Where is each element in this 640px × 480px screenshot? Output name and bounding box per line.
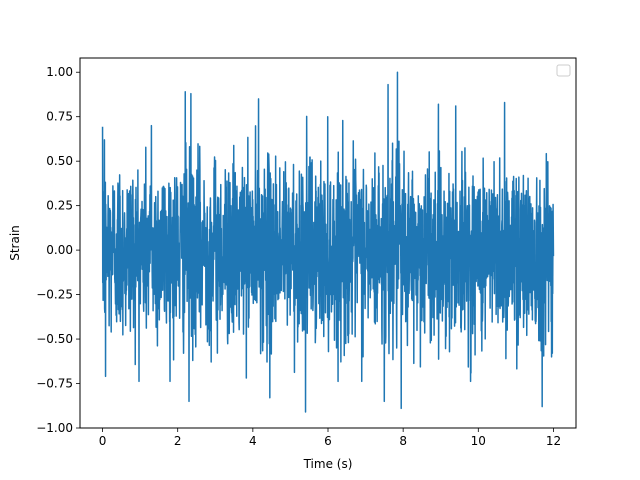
x-tick-label: 12 [546, 434, 561, 448]
y-tick-label: 0.75 [46, 110, 73, 124]
x-axis: 0 2 4 6 8 10 12 [99, 428, 561, 448]
y-tick-label: 1.00 [46, 65, 73, 79]
y-tick-label: −0.75 [36, 377, 73, 391]
strain-series-line [101, 71, 555, 413]
y-axis: −1.00 −0.75 −0.50 −0.25 0.00 0.25 0.50 0.75 1.00 [36, 65, 80, 435]
legend-box[interactable] [556, 64, 571, 77]
x-tick-label: 6 [324, 434, 332, 448]
x-tick-label: 2 [174, 434, 182, 448]
x-tick-label: 0 [99, 434, 107, 448]
x-tick-label: 8 [399, 434, 407, 448]
y-axis-label: Strain [8, 225, 22, 261]
x-tick-label: 4 [249, 434, 257, 448]
y-tick-label: −0.25 [36, 288, 73, 302]
y-tick-label: 0.50 [46, 154, 73, 168]
y-tick-label: −0.50 [36, 332, 73, 346]
y-tick-label: −1.00 [36, 421, 73, 435]
x-axis-label: Time (s) [303, 457, 353, 471]
x-tick-label: 10 [471, 434, 486, 448]
series-layer [101, 71, 555, 413]
y-tick-label: 0.00 [46, 243, 73, 257]
y-tick-label: 0.25 [46, 199, 73, 213]
